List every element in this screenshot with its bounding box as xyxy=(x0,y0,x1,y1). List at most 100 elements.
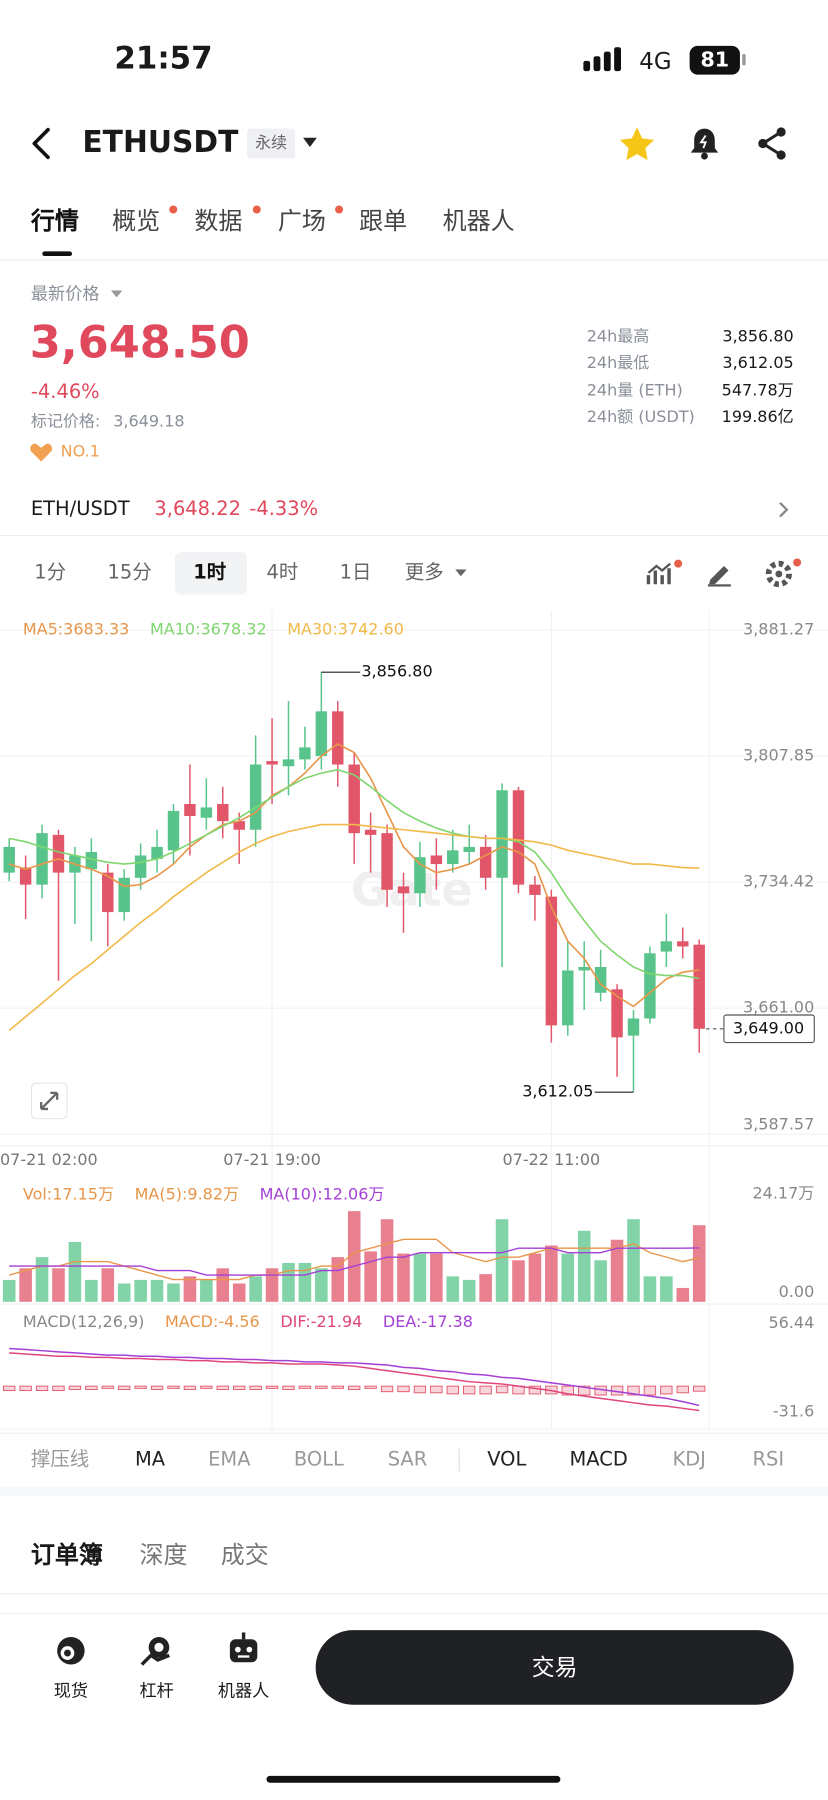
back-button[interactable] xyxy=(27,126,54,160)
home-indicator xyxy=(266,1775,561,1783)
candle-body xyxy=(479,846,492,878)
candle-body xyxy=(397,886,410,894)
chevron[interactable] xyxy=(777,501,791,519)
favorite-star[interactable] xyxy=(619,126,656,161)
candle-body xyxy=(217,803,229,822)
indicator-tab-active[interactable]: VOL xyxy=(487,1448,527,1472)
stat-label: 24h量 (ETH) xyxy=(586,381,683,401)
dropdown-arrow xyxy=(110,290,123,298)
indicator-tab[interactable]: 撑压线 xyxy=(30,1448,90,1472)
candle-body xyxy=(19,867,32,885)
candle-body xyxy=(414,857,426,894)
tab[interactable]: 机器人 xyxy=(442,207,515,235)
last-price: 3,648.50 xyxy=(29,317,250,370)
symbol-dropdown[interactable] xyxy=(302,137,318,148)
notification-dot xyxy=(169,205,178,214)
volume-bar xyxy=(347,1211,361,1302)
robot-icon[interactable] xyxy=(228,1632,260,1666)
extreme-label: 3,856.80 xyxy=(361,662,432,681)
orderbook-tab[interactable]: 深度 xyxy=(139,1541,188,1569)
trade-button[interactable]: 交易 xyxy=(315,1630,794,1705)
volume-bar xyxy=(216,1268,230,1302)
last-price-label: 3,649.00 xyxy=(733,1018,804,1037)
volume-bar xyxy=(594,1260,607,1302)
indicator-tab[interactable]: EMA xyxy=(208,1448,251,1472)
interval[interactable]: 4时 xyxy=(266,561,299,585)
interval[interactable]: 1分 xyxy=(34,561,67,585)
legend-entry: MA5:3683.33 xyxy=(23,620,130,639)
candle-body xyxy=(134,855,147,878)
x-tick-label: 07-21 19:00 xyxy=(223,1150,321,1169)
nav-label[interactable]: 杠杆 xyxy=(139,1680,174,1702)
macd-bar xyxy=(348,1385,361,1390)
indicator-line xyxy=(9,1347,700,1407)
alert-bell[interactable] xyxy=(690,126,720,160)
interval[interactable]: 1日 xyxy=(339,561,372,585)
symbol[interactable]: ETHUSDT xyxy=(82,125,239,161)
volume-bar xyxy=(561,1253,575,1302)
volume-bar xyxy=(577,1230,591,1302)
indicator-tab[interactable]: RSI xyxy=(752,1448,785,1472)
interval[interactable]: 15分 xyxy=(107,561,152,585)
indicator-tab-active[interactable]: MACD xyxy=(569,1448,628,1472)
y-tick-label: 0.00 xyxy=(779,1282,815,1301)
expand-button[interactable] xyxy=(30,1082,68,1120)
candle-body xyxy=(118,877,130,913)
volume-bar xyxy=(2,1279,16,1302)
volume-bar xyxy=(380,1219,394,1302)
indicator-line xyxy=(9,1352,700,1412)
candle-body xyxy=(184,803,196,817)
volume-bar xyxy=(35,1257,49,1302)
nav-label[interactable]: 现货 xyxy=(53,1680,89,1702)
tab[interactable]: 数据 xyxy=(194,207,243,235)
indicator-tab[interactable]: BOLL xyxy=(293,1448,344,1472)
macd-bar xyxy=(298,1385,312,1389)
macd-bar xyxy=(676,1385,689,1394)
settings-icon[interactable] xyxy=(764,558,803,588)
interval-more[interactable]: 更多 xyxy=(404,561,444,585)
candle-body xyxy=(512,790,525,885)
macd-bar xyxy=(495,1385,509,1394)
spot-icon[interactable] xyxy=(55,1635,87,1667)
margin-icon[interactable] xyxy=(140,1635,174,1667)
spot-pair[interactable]: ETH/USDT xyxy=(30,497,130,521)
interval-active-bg xyxy=(174,552,248,595)
orderbook-tab[interactable]: 成交 xyxy=(220,1541,269,1569)
macd-bar xyxy=(282,1385,295,1390)
tab[interactable]: 跟单 xyxy=(359,207,408,235)
volume-bar xyxy=(52,1268,65,1302)
tab-active[interactable]: 行情 xyxy=(30,207,79,235)
macd-bar xyxy=(463,1385,476,1395)
indicator-icon[interactable] xyxy=(646,559,683,587)
indicator-tab[interactable]: SAR xyxy=(387,1448,428,1472)
macd-bar xyxy=(134,1385,147,1389)
nav-label[interactable]: 机器人 xyxy=(217,1680,270,1702)
indicator-tab[interactable]: KDJ xyxy=(672,1448,706,1472)
stat-label: 24h最低 xyxy=(586,354,650,373)
macd-bar xyxy=(68,1385,82,1390)
y-tick-label: 3,881.27 xyxy=(743,620,814,639)
candle-body xyxy=(463,846,475,853)
interval-active[interactable]: 1时 xyxy=(193,561,227,585)
volume-bar xyxy=(495,1219,509,1302)
candle-body xyxy=(381,833,393,890)
tab[interactable]: 概览 xyxy=(112,207,161,235)
contract-tag: 永续 xyxy=(247,128,296,159)
volume-bar xyxy=(397,1253,410,1302)
mark-price-label: 标记价格: xyxy=(30,412,101,432)
orderbook-tab-active[interactable]: 订单簿 xyxy=(30,1541,103,1569)
volume-bar xyxy=(249,1276,262,1302)
tab[interactable]: 广场 xyxy=(277,207,326,235)
share-button[interactable] xyxy=(756,126,788,160)
stat-value: 199.86亿 xyxy=(721,408,794,427)
draw-icon[interactable] xyxy=(706,559,733,587)
spot-change: -4.33% xyxy=(249,497,319,521)
macd-bar xyxy=(446,1385,459,1395)
rank-icon xyxy=(30,443,53,462)
macd-bar xyxy=(578,1385,591,1396)
volume-bar xyxy=(413,1253,427,1302)
macd-bar xyxy=(660,1385,673,1395)
candle-body xyxy=(200,807,213,818)
indicator-tab-active[interactable]: MA xyxy=(134,1448,166,1472)
price-change: -4.46% xyxy=(30,380,100,404)
